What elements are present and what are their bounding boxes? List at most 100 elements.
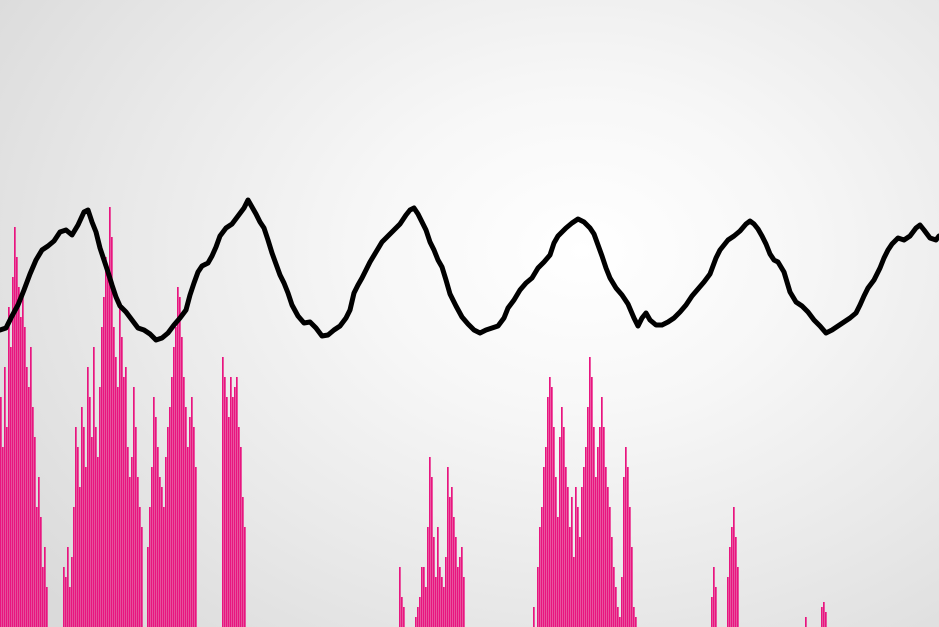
bar-mark xyxy=(585,447,587,627)
bar-mark xyxy=(153,397,155,627)
bar-mark xyxy=(97,457,99,627)
bar-mark xyxy=(533,607,535,627)
bar-mark xyxy=(559,437,561,627)
bar-mark xyxy=(125,367,127,627)
bar-mark xyxy=(459,557,461,627)
bar-mark xyxy=(6,427,8,627)
bar-mark xyxy=(539,527,541,627)
bar-mark xyxy=(629,507,631,627)
bar-mark xyxy=(14,227,16,627)
bar-mark xyxy=(713,567,715,627)
bar-mark xyxy=(455,537,457,627)
bar-mark xyxy=(65,577,67,627)
bar-mark xyxy=(445,557,447,627)
bar-mark xyxy=(129,477,131,627)
bar-mark xyxy=(625,447,627,627)
bar-mark xyxy=(553,427,555,627)
bar-mark xyxy=(579,537,581,627)
bar-mark xyxy=(583,467,585,627)
bar-mark xyxy=(545,447,547,627)
bar-mark xyxy=(12,277,14,627)
bar-mark xyxy=(155,417,157,627)
bar-mark xyxy=(435,577,437,627)
bar-mark xyxy=(737,567,739,627)
bar-mark xyxy=(2,447,4,627)
bar-mark xyxy=(222,357,224,627)
bar-mark xyxy=(107,277,109,627)
bar-mark xyxy=(449,497,451,627)
bar-mark xyxy=(587,407,589,627)
bar-mark xyxy=(228,417,230,627)
bar-mark xyxy=(423,567,425,627)
bar-mark xyxy=(123,377,125,627)
bar-mark xyxy=(4,367,6,627)
bar-mark xyxy=(733,507,735,627)
bar-mark xyxy=(715,587,717,627)
bar-mark xyxy=(427,527,429,627)
bar-mark xyxy=(399,567,401,627)
bar-mark xyxy=(547,397,549,627)
bar-mark xyxy=(119,307,121,627)
bar-mark xyxy=(71,557,73,627)
bar-mark xyxy=(40,517,42,627)
bar-mark xyxy=(823,602,825,627)
bar-mark xyxy=(573,557,575,627)
bar-mark xyxy=(557,517,559,627)
bar-mark xyxy=(457,567,459,627)
bar-mark xyxy=(236,377,238,627)
bar-mark xyxy=(569,527,571,627)
bar-mark xyxy=(8,307,10,627)
bar-mark xyxy=(565,467,567,627)
bar-mark xyxy=(403,607,405,627)
bar-mark xyxy=(32,407,34,627)
bar-series xyxy=(0,207,827,627)
bar-mark xyxy=(224,377,226,627)
bar-mark xyxy=(83,427,85,627)
bar-mark xyxy=(821,607,823,627)
bar-mark xyxy=(175,327,177,627)
bar-mark xyxy=(623,477,625,627)
bar-mark xyxy=(38,477,40,627)
bar-mark xyxy=(463,577,465,627)
bar-mark xyxy=(401,597,403,627)
bar-mark xyxy=(111,237,113,627)
bar-mark xyxy=(429,457,431,627)
bar-mark xyxy=(139,507,141,627)
bar-mark xyxy=(81,407,83,627)
bar-mark xyxy=(42,567,44,627)
bar-mark xyxy=(555,477,557,627)
bar-mark xyxy=(137,477,139,627)
bar-mark xyxy=(619,617,621,627)
bar-mark xyxy=(159,477,161,627)
bar-mark xyxy=(24,327,26,627)
bar-mark xyxy=(0,397,2,627)
bar-mark xyxy=(147,547,149,627)
bar-mark xyxy=(605,467,607,627)
bar-mark xyxy=(541,507,543,627)
bar-mark xyxy=(26,367,28,627)
bar-mark xyxy=(187,447,189,627)
bar-mark xyxy=(729,547,731,627)
series-line xyxy=(0,197,939,343)
bar-mark xyxy=(30,347,32,627)
bar-mark xyxy=(91,437,93,627)
bar-mark xyxy=(825,612,827,627)
bar-mark xyxy=(571,497,573,627)
bar-mark xyxy=(99,387,101,627)
bar-mark xyxy=(69,587,71,627)
bar-mark xyxy=(543,467,545,627)
bar-mark xyxy=(232,397,234,627)
bar-mark xyxy=(633,607,635,627)
bar-mark xyxy=(115,357,117,627)
bar-mark xyxy=(173,347,175,627)
bar-mark xyxy=(20,317,22,627)
bar-mark xyxy=(238,427,240,627)
bar-mark xyxy=(611,537,613,627)
bar-mark xyxy=(163,507,165,627)
bar-mark xyxy=(433,537,435,627)
bar-mark xyxy=(431,477,433,627)
bar-mark xyxy=(727,577,729,627)
bar-mark xyxy=(591,377,593,627)
